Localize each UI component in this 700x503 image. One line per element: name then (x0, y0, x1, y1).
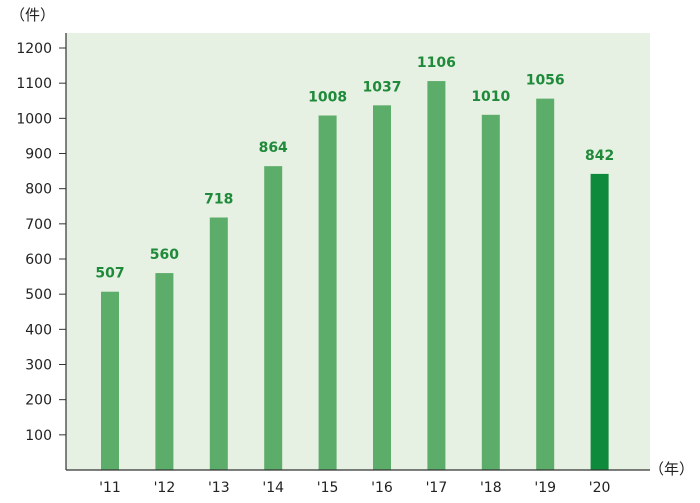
x-tick-label: '15 (317, 480, 339, 496)
bar-16 (373, 105, 391, 471)
bar-value-label: 507 (95, 266, 124, 282)
y-tick-label: 100 (25, 428, 52, 444)
bar-14 (264, 166, 283, 470)
x-tick-label: '18 (480, 480, 502, 496)
bar-value-label: 842 (585, 148, 614, 164)
bar-12 (155, 273, 174, 470)
bar-15 (318, 115, 337, 471)
y-axis-unit-label: （件） (10, 6, 55, 24)
y-tick-label: 800 (25, 182, 52, 198)
y-tick-label: 500 (25, 287, 52, 303)
bar-value-label: 1010 (471, 89, 510, 105)
y-tick-label: 300 (25, 358, 52, 374)
bar-13 (209, 217, 228, 470)
y-tick-label: 1000 (16, 111, 52, 127)
y-tick-label: 400 (25, 322, 52, 338)
x-tick-label: '17 (426, 480, 448, 496)
bar-value-label: 1037 (363, 79, 402, 95)
bar-19 (536, 98, 555, 470)
y-tick-label: 700 (25, 217, 52, 233)
y-tick-label: 200 (25, 393, 52, 409)
bars (101, 81, 609, 471)
x-tick-label: '20 (589, 480, 611, 496)
x-axis-unit-label: （年） (649, 460, 694, 478)
bar-value-label: 718 (204, 192, 233, 208)
bar-value-label: 1056 (526, 73, 565, 89)
bar-value-label: 560 (150, 247, 179, 263)
y-axis-ticks: 100 200 300 400 500 600 700 800 900 1000 1100 1200 (16, 41, 66, 444)
x-tick-label: '14 (262, 480, 284, 496)
x-tick-label: '12 (154, 480, 176, 496)
x-axis-tick-labels: '11 '12 '13 '14 '15 '16 '17 '18 '19 '20 (99, 480, 610, 496)
y-tick-label: 1100 (16, 76, 52, 92)
bar-17 (427, 81, 446, 470)
bar-20 (590, 173, 609, 470)
bar-value-label: 1008 (308, 90, 347, 106)
x-tick-label: '13 (208, 480, 230, 496)
y-tick-label: 600 (25, 252, 52, 268)
x-tick-label: '19 (534, 480, 556, 496)
bar-value-label: 864 (259, 140, 288, 156)
y-tick-label: 900 (25, 147, 52, 163)
x-tick-label: '16 (371, 480, 393, 496)
bar-11 (101, 291, 119, 470)
y-tick-label: 1200 (16, 41, 52, 57)
bar-value-label: 1106 (417, 55, 456, 71)
bar-18 (481, 114, 500, 471)
x-tick-label: '11 (99, 480, 121, 496)
value-labels: 507 560 718 864 1008 1037 1106 1010 1056 842 (95, 55, 614, 282)
